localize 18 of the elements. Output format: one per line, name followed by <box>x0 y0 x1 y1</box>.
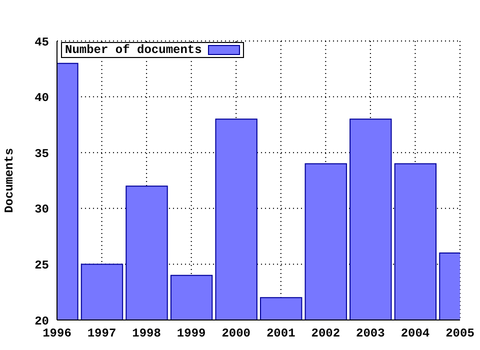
y-tick-label: 25 <box>34 258 49 272</box>
y-tick-label: 35 <box>34 146 49 161</box>
y-tick-label: 20 <box>34 314 49 328</box>
x-tick-label: 2004 <box>400 326 430 341</box>
x-tick-label: 1999 <box>176 326 206 341</box>
y-tick-label: 30 <box>34 202 49 217</box>
x-tick-label: 2005 <box>446 326 474 341</box>
x-tick-label: 1998 <box>132 326 161 341</box>
x-tick-label: 1997 <box>87 326 116 341</box>
x-tick-label: 2000 <box>222 326 251 341</box>
x-tick-label: 2002 <box>311 326 340 341</box>
y-axis-title: Documents <box>2 148 16 213</box>
y-tick-label: 40 <box>34 91 49 106</box>
x-tick-label: 1996 <box>42 326 72 341</box>
legend-label: Number of documents <box>65 43 202 57</box>
x-tick-label: 2003 <box>356 326 385 341</box>
y-tick-label: 45 <box>34 35 49 50</box>
x-tick-label: 2001 <box>266 326 296 341</box>
